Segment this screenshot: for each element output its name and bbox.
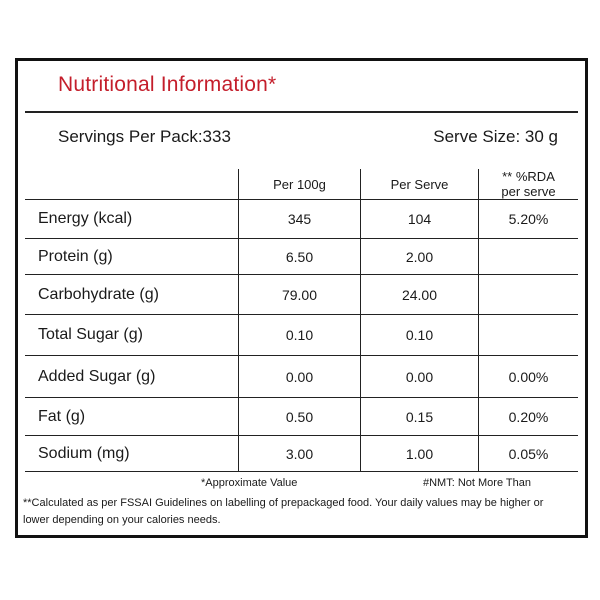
- per-100g-value: 3.00: [238, 435, 361, 472]
- nutrient-name: Total Sugar (g): [25, 314, 239, 356]
- per-serve-value: 0.15: [360, 397, 479, 436]
- nutrition-label: Nutritional Information* Servings Per Pa…: [15, 58, 588, 538]
- per-serve-value: 24.00: [360, 274, 479, 315]
- per-100g-value: 0.10: [238, 314, 361, 356]
- per-100g-value: 0.00: [238, 355, 361, 398]
- divider: [25, 111, 578, 113]
- per-serve-value: 1.00: [360, 435, 479, 472]
- table-row: Protein (g) 6.50 2.00: [25, 238, 578, 275]
- table-header-row: Per 100g Per Serve ** %RDA per serve: [25, 169, 578, 200]
- rda-value: 0.20%: [478, 397, 578, 436]
- per-serve-value: 0.10: [360, 314, 479, 356]
- rda-value: [478, 238, 578, 275]
- rda-value: 0.00%: [478, 355, 578, 398]
- rda-value: [478, 314, 578, 356]
- table-row: Sodium (mg) 3.00 1.00 0.05%: [25, 435, 578, 472]
- nutrient-name: Sodium (mg): [25, 435, 239, 472]
- nutrient-name: Energy (kcal): [25, 199, 239, 239]
- nutrition-table: Per 100g Per Serve ** %RDA per serve Ene…: [25, 169, 578, 472]
- serve-size: Serve Size: 30 g: [433, 127, 558, 146]
- per-serve-value: 0.00: [360, 355, 479, 398]
- nutrient-name: Added Sugar (g): [25, 355, 239, 398]
- header-empty: [25, 169, 239, 200]
- footnote-approx: *Approximate Value: [201, 477, 298, 489]
- nutrient-name: Carbohydrate (g): [25, 274, 239, 315]
- per-100g-value: 345: [238, 199, 361, 239]
- label-title: Nutritional Information*: [58, 73, 277, 96]
- nutrient-name: Protein (g): [25, 238, 239, 275]
- table-row: Carbohydrate (g) 79.00 24.00: [25, 274, 578, 315]
- per-100g-value: 0.50: [238, 397, 361, 436]
- rda-value: 0.05%: [478, 435, 578, 472]
- per-serve-value: 104: [360, 199, 479, 239]
- header-per-serve: Per Serve: [360, 169, 479, 200]
- header-per-100g: Per 100g: [238, 169, 361, 200]
- rda-value: [478, 274, 578, 315]
- table-row: Added Sugar (g) 0.00 0.00 0.00%: [25, 355, 578, 398]
- nutrient-name: Fat (g): [25, 397, 239, 436]
- header-rda: ** %RDA per serve: [478, 169, 578, 200]
- per-100g-value: 79.00: [238, 274, 361, 315]
- table-row: Energy (kcal) 345 104 5.20%: [25, 199, 578, 239]
- servings-per-pack: Servings Per Pack:333: [58, 127, 231, 146]
- footnote-nmt: #NMT: Not More Than: [423, 477, 532, 489]
- table-row: Fat (g) 0.50 0.15 0.20%: [25, 397, 578, 436]
- footnote-fssai: **Calculated as per FSSAI Guidelines on …: [23, 497, 544, 526]
- per-100g-value: 6.50: [238, 238, 361, 275]
- per-serve-value: 2.00: [360, 238, 479, 275]
- table-row: Total Sugar (g) 0.10 0.10: [25, 314, 578, 356]
- rda-value: 5.20%: [478, 199, 578, 239]
